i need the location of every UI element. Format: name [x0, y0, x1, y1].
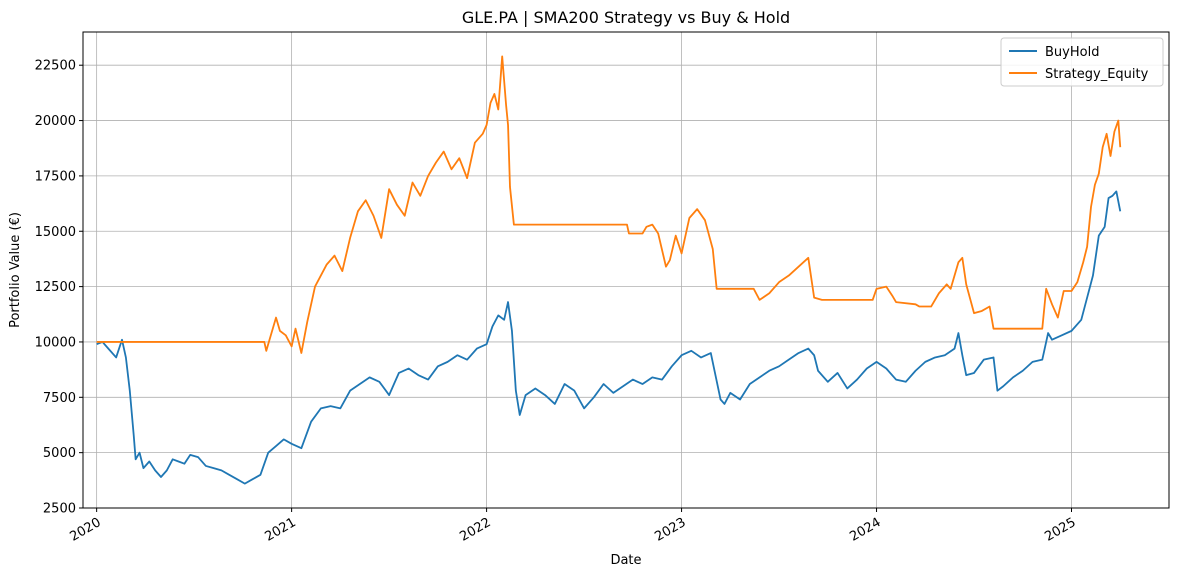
y-axis-label: Portfolio Value (€) [8, 212, 23, 328]
y-tick-label: 17500 [35, 169, 76, 184]
x-axis-label: Date [610, 553, 641, 568]
y-tick-label: 20000 [35, 114, 76, 129]
grid-lines [83, 32, 1169, 509]
series-line-buyhold [96, 190, 1122, 485]
legend-box [1000, 37, 1164, 87]
y-tick-label: 15000 [35, 225, 76, 240]
legend-label-strategy: Strategy_Equity [1045, 67, 1149, 82]
y-tick-label: 5000 [43, 446, 76, 461]
y-axis-ticks: 2500 5000 7500 10000 12500 15000 17500 20000 225… [35, 59, 83, 517]
plot-area-frame [82, 31, 1170, 509]
y-tick-label: 22500 [35, 59, 76, 74]
legend: BuyHold Strategy_Equity [1000, 37, 1164, 87]
legend-label-buyhold: BuyHold [1045, 45, 1099, 60]
y-tick-label: 10000 [35, 335, 76, 350]
y-tick-label: 7500 [43, 391, 76, 406]
chart-title: GLE.PA | SMA200 Strategy vs Buy & Hold [462, 8, 790, 27]
y-tick-label: 12500 [35, 280, 76, 295]
y-tick-label: 2500 [43, 502, 76, 517]
series-lines [96, 55, 1122, 485]
series-line-strategy-equity [96, 55, 1122, 354]
